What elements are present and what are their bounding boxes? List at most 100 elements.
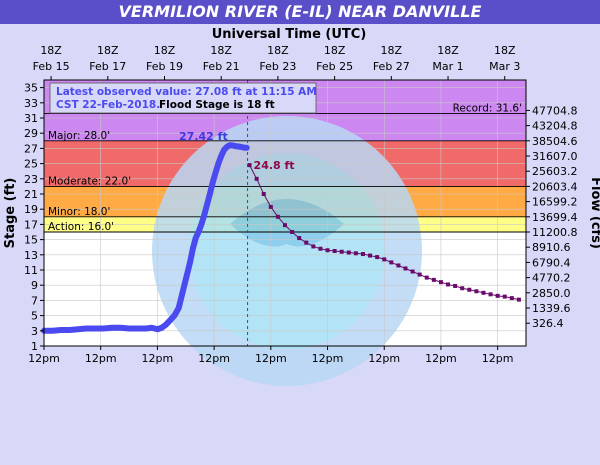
observed-point: [193, 235, 199, 241]
observed-point: [92, 325, 98, 332]
y-tick-label: 23: [24, 173, 38, 186]
bottom-tick-label: 12pm: [198, 352, 230, 365]
forecast-point: [474, 289, 479, 294]
observed-point: [218, 153, 224, 159]
flow-tick-label: 16599.2: [532, 196, 578, 209]
observed-point: [210, 180, 216, 186]
observed-point: [75, 326, 81, 332]
top-tick-date: Feb 17: [89, 60, 126, 73]
top-tick-date: Feb 23: [259, 60, 296, 73]
bottom-tick-label: 12pm: [255, 352, 287, 365]
y-tick-label: 29: [24, 127, 38, 140]
flow-tick-label: 326.4: [532, 317, 564, 330]
observed-point: [176, 305, 182, 311]
forecast-point: [368, 253, 373, 258]
y-tick-label: 5: [31, 310, 38, 323]
forecast-point: [311, 244, 316, 249]
forecast-point: [261, 192, 266, 196]
forecast-point: [283, 223, 287, 228]
flow-tick-label: 20603.4: [532, 180, 578, 193]
top-tick-hour: 18Z: [437, 44, 459, 57]
stage-label: Major: 28.0': [48, 130, 110, 142]
observed-point: [190, 246, 196, 252]
forecast-point: [290, 230, 295, 234]
observed-point: [163, 322, 169, 328]
forecast-point: [502, 294, 507, 299]
top-tick-date: Feb 19: [146, 60, 183, 73]
forecast-point: [396, 263, 401, 268]
forecast-point: [275, 214, 280, 219]
forecast-point: [467, 287, 472, 292]
forecast-point: [424, 275, 429, 280]
legend-box: Latest observed value: 27.08 ft at 11:15…: [49, 82, 317, 114]
forecast-point: [268, 204, 273, 209]
forecast-point: [446, 282, 451, 287]
chart-title: VERMILION RIVER (E-IL) NEAR DANVILLE: [0, 0, 600, 24]
seal-bird-shape: [230, 199, 344, 247]
flow-tick-label: 4770.2: [532, 272, 571, 285]
y-tick-label: 33: [24, 97, 38, 110]
forecast-point: [509, 296, 514, 301]
forecast-point: [332, 249, 337, 253]
observed-point: [181, 282, 187, 288]
hydrograph-chart: Universal Time (UTC) Major: 28.0' Moderat…: [3, 27, 600, 386]
observed-point: [184, 271, 190, 277]
stage-label: Minor: 18.0': [48, 206, 110, 218]
forecast-point: [325, 248, 330, 253]
forecast-point: [417, 272, 422, 277]
observed-point: [109, 325, 115, 331]
observed-point: [215, 161, 221, 167]
forecast-point: [438, 280, 443, 285]
plot-frame: [43, 79, 527, 347]
y-tick-label: 21: [24, 188, 38, 201]
top-tick-hour: 18Z: [154, 44, 176, 57]
observed-point: [198, 221, 204, 227]
forecast-point: [389, 260, 394, 265]
y-tick-label: 25: [24, 158, 38, 171]
flow-tick-label: 25603.2: [532, 165, 578, 178]
y-tick-label: 15: [24, 234, 38, 247]
legend-observed-date: CST 22-Feb-2018.: [56, 99, 160, 111]
top-tick-date: Mar 3: [489, 60, 520, 73]
top-tick-hour: 18Z: [97, 44, 119, 57]
forecast-point: [304, 240, 309, 245]
observed-point: [171, 313, 178, 319]
flow-tick-label: 6790.4: [532, 256, 571, 269]
y-axis-title: Stage (ft): [3, 178, 18, 249]
flow-tick-label: 47704.8: [532, 104, 578, 117]
observed-point: [149, 325, 155, 331]
observed-point: [117, 325, 124, 331]
flow-tick-label: 38504.6: [532, 135, 578, 148]
forecast-point: [339, 249, 344, 254]
forecast-point: [382, 257, 387, 262]
bottom-tick-label: 12pm: [368, 352, 400, 365]
y-tick-label: 7: [31, 294, 38, 307]
top-tick-date: Feb 27: [373, 60, 410, 73]
forecast-point: [460, 286, 465, 291]
noaa-seal-watermark: [152, 116, 422, 386]
bottom-tick-label: 12pm: [312, 352, 344, 365]
y-tick-label: 19: [24, 203, 38, 216]
forecast-point: [431, 277, 436, 282]
legend-frame: [49, 82, 317, 114]
bottom-tick-label: 12pm: [85, 352, 117, 365]
stage-label: Action: 16.0': [48, 221, 114, 233]
forecast-point: [375, 255, 380, 260]
y-tick-label: 13: [24, 249, 38, 262]
y-tick-label: 31: [24, 112, 38, 125]
bottom-tick-label: 12pm: [482, 352, 514, 365]
top-tick-hour: 18Z: [494, 44, 516, 57]
forecast-point: [297, 236, 302, 241]
observed-peak-label: 27.42 ft: [179, 130, 228, 143]
forecast-point: [403, 266, 408, 271]
top-tick-hour: 18Z: [324, 44, 346, 57]
stage-label: Moderate: 22.0': [48, 175, 131, 187]
bottom-tick-label: 12pm: [425, 352, 457, 365]
top-tick-hour: 18Z: [267, 44, 289, 57]
forecast-point: [346, 250, 351, 255]
observed-point: [178, 294, 185, 300]
legend-latest-observed: Latest observed value: 27.08 ft at 11:15…: [56, 86, 317, 98]
observed-point: [126, 325, 132, 332]
top-axis-label: Universal Time (UTC): [212, 27, 367, 42]
observed-point: [58, 327, 64, 333]
